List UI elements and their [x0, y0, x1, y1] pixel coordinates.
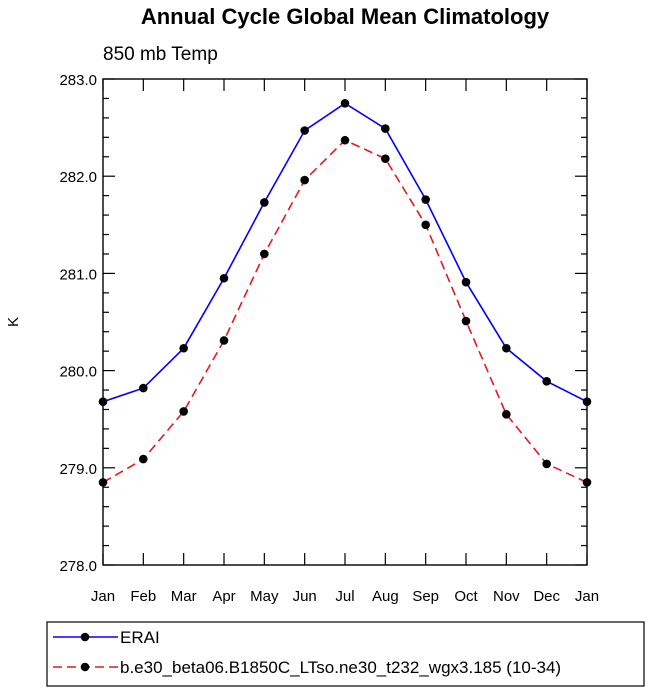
plot-area: [102, 78, 588, 566]
data-point: [219, 336, 229, 345]
data-point: [381, 124, 390, 133]
data-point: [98, 478, 108, 487]
series-line-1: [102, 139, 588, 484]
data-point: [421, 195, 430, 204]
x-tick-label: Oct: [454, 588, 478, 605]
x-tick-label: Feb: [130, 588, 156, 605]
x-tick-label: Dec: [533, 588, 560, 605]
x-tick-label: Aug: [372, 588, 399, 605]
data-point: [381, 154, 390, 164]
series-line-0: [102, 102, 588, 403]
data-point: [542, 376, 551, 386]
chart-title: Annual Cycle Global Mean Climatology: [141, 4, 550, 29]
legend-marker: [80, 632, 90, 642]
x-tick-label: May: [250, 588, 279, 605]
x-tick-label: Jan: [91, 588, 115, 605]
x-tick-label: Mar: [171, 588, 197, 605]
data-point: [502, 343, 511, 353]
y-axis-label: K: [5, 317, 22, 327]
data-point: [139, 383, 148, 393]
data-point: [139, 454, 148, 464]
axis-ticks: [102, 78, 588, 566]
data-point: [300, 175, 309, 185]
data-point: [219, 273, 229, 283]
legend-marker: [80, 662, 90, 672]
legend-box: [46, 621, 645, 687]
chart-subtitle: 850 mb Temp: [103, 44, 218, 65]
data-point: [260, 198, 269, 207]
y-tick-label: 280.0: [59, 364, 97, 381]
x-tick-label: Jun: [293, 588, 317, 605]
data-point: [582, 397, 592, 407]
y-tick-label: 278.0: [59, 558, 97, 575]
data-point: [300, 126, 309, 135]
x-tick-label: Nov: [493, 588, 520, 605]
data-point: [461, 277, 471, 287]
data-point: [340, 135, 350, 145]
data-point: [582, 478, 592, 487]
x-tick-label: Sep: [412, 588, 439, 605]
data-point: [179, 343, 188, 353]
legend: ERAI b.e30_beta06.B1850C_LTso.ne30_t232_w…: [53, 628, 561, 677]
data-point: [461, 316, 471, 326]
data-point: [260, 249, 269, 259]
data-point: [340, 99, 350, 108]
x-tick-label: Jan: [575, 588, 599, 605]
data-point: [421, 220, 430, 230]
legend-label-1: b.e30_beta06.B1850C_LTso.ne30_t232_wgx3.…: [120, 658, 561, 677]
legend-label-0: ERAI: [120, 628, 160, 647]
data-point: [98, 397, 108, 407]
x-tick-label: Jul: [335, 588, 354, 605]
series-layer: [98, 99, 592, 487]
y-tick-label: 282.0: [59, 169, 97, 186]
x-tick-label: Apr: [212, 588, 235, 605]
data-point: [502, 410, 511, 419]
x-tick-labels: Jan Feb Mar Apr May Jun Jul Aug Sep Oct Nov Dec Jan: [91, 588, 599, 605]
y-tick-label: 283.0: [59, 72, 97, 89]
y-tick-labels: 278.0 279.0 280.0 281.0 282.0 283.0: [59, 72, 97, 575]
y-tick-label: 279.0: [59, 461, 97, 478]
data-point: [179, 407, 188, 416]
y-tick-label: 281.0: [59, 266, 97, 283]
data-point: [542, 459, 551, 469]
